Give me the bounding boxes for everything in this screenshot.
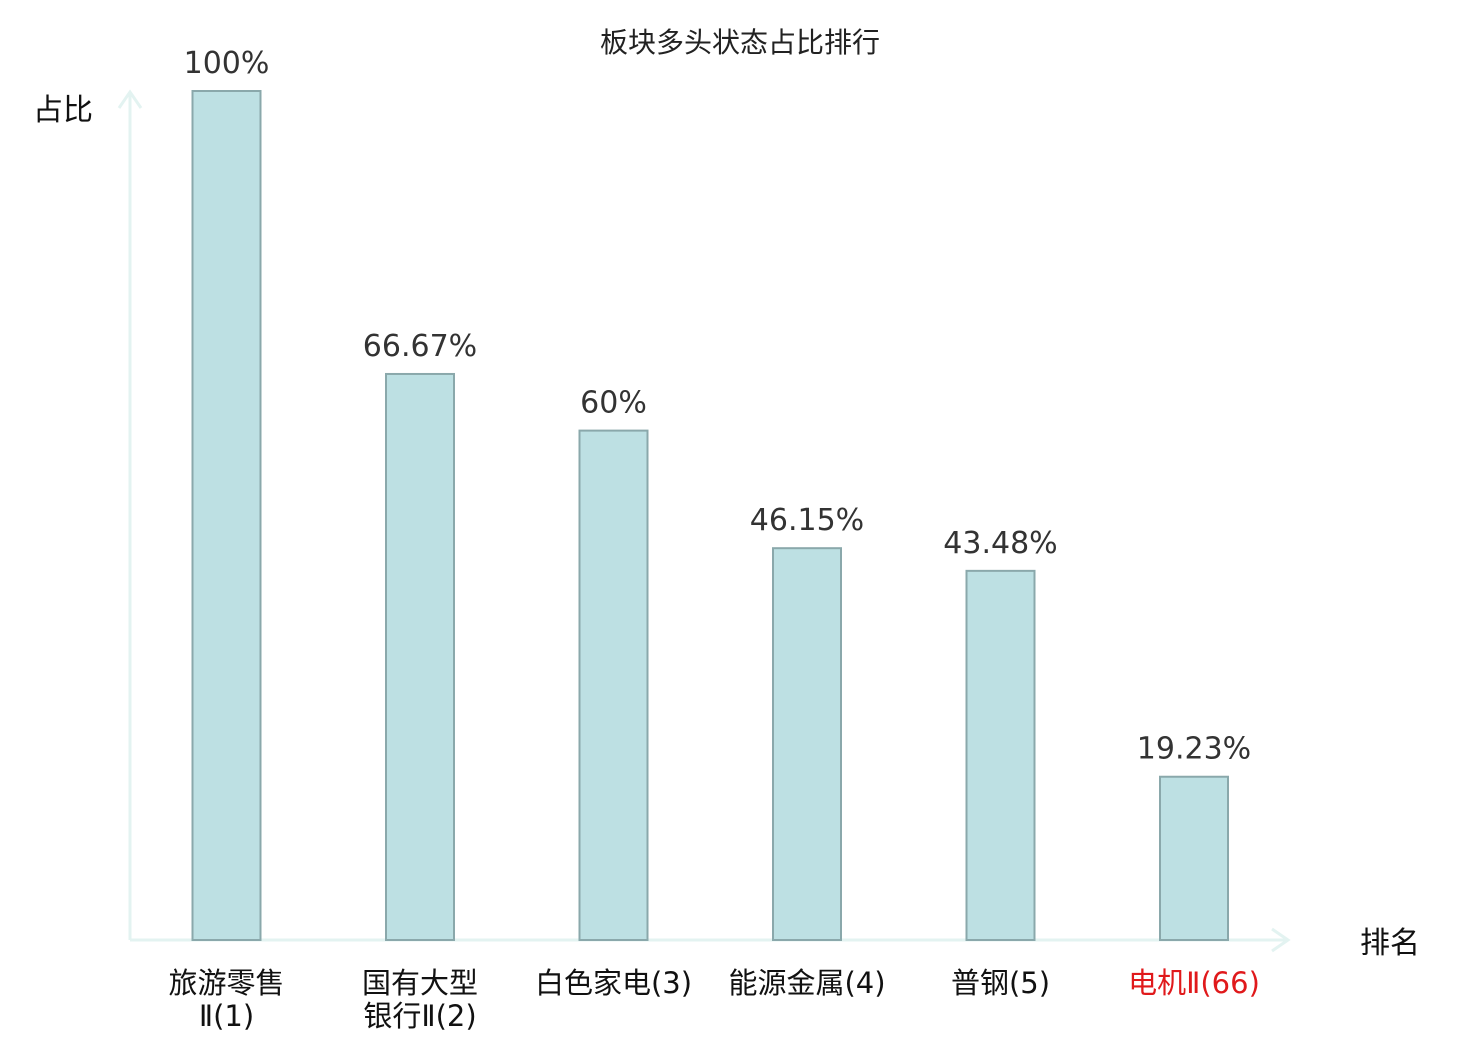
bar-1 — [385, 372, 455, 942]
category-label-1-line-0: 国有大型 — [362, 966, 478, 1000]
category-label-5-line-0: 电机Ⅱ(66) — [1128, 966, 1260, 1000]
bar-3 — [772, 547, 842, 942]
value-label-4: 43.48% — [943, 526, 1057, 561]
x-axis-arrow — [1271, 927, 1291, 953]
category-label-0-line-0: 旅游零售 — [168, 966, 284, 1000]
y-axis-arrow — [117, 89, 143, 109]
value-label-2: 60% — [580, 386, 647, 421]
value-label-5: 19.23% — [1137, 732, 1251, 767]
chart-title: 板块多头状态占比排行 — [600, 26, 880, 59]
category-label-2-line-0: 白色家电(3) — [535, 966, 692, 1000]
category-label-3-line-0: 能源金属(4) — [728, 966, 885, 1000]
category-label-0-line-1: Ⅱ(1) — [199, 999, 254, 1033]
bar-4 — [965, 569, 1036, 941]
bar-0 — [191, 90, 262, 941]
bar-5 — [1159, 775, 1229, 941]
value-label-1: 66.67% — [363, 329, 477, 364]
value-label-0: 100% — [184, 46, 270, 81]
category-label-4-line-0: 普钢(5) — [951, 966, 1050, 1000]
y-axis-label: 占比 — [33, 93, 93, 128]
value-label-3: 46.15% — [750, 503, 864, 538]
x-axis-label: 排名 — [1360, 926, 1420, 961]
category-label-1-line-1: 银行Ⅱ(2) — [363, 999, 476, 1033]
bar-2 — [578, 429, 649, 941]
